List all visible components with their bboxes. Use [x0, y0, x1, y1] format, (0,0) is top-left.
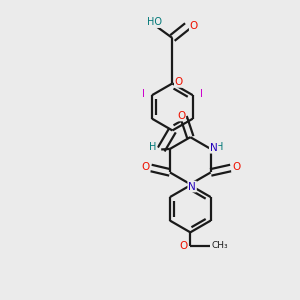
- Text: HO: HO: [147, 17, 162, 27]
- Text: O: O: [175, 77, 183, 87]
- Text: H: H: [149, 142, 157, 152]
- Text: CH₃: CH₃: [212, 241, 228, 250]
- Text: I: I: [142, 89, 145, 99]
- Text: O: O: [232, 162, 240, 172]
- Text: N: N: [188, 182, 196, 192]
- Text: I: I: [200, 89, 202, 99]
- Text: O: O: [190, 21, 198, 31]
- Text: O: O: [141, 162, 150, 172]
- Text: O: O: [180, 241, 188, 251]
- Text: H: H: [216, 142, 223, 152]
- Text: O: O: [177, 110, 185, 121]
- Text: N: N: [210, 143, 218, 153]
